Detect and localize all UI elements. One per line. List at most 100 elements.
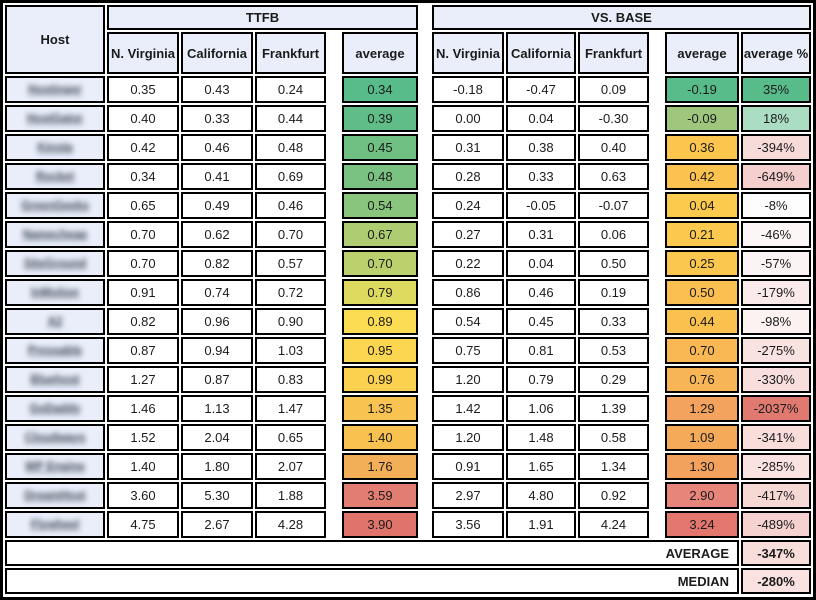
group-header-vsbase: VS. BASE [432, 5, 811, 30]
vsbase-cell: 0.79 [506, 366, 576, 393]
host-cell: Bluehost [5, 366, 105, 393]
vsbase-cell: 0.09 [578, 76, 649, 103]
ttfb-cell: 2.07 [255, 453, 326, 480]
host-link[interactable]: Cloudways [24, 431, 86, 444]
vsbase-percent-cell: -2037% [741, 395, 811, 422]
column-header-vsbase-frankfurt: Frankfurt [578, 32, 649, 74]
ttfb-average-cell: 3.59 [342, 482, 418, 509]
ttfb-cell: 1.13 [181, 395, 253, 422]
column-header-ttfb-california: California [181, 32, 253, 74]
host-link[interactable]: HostGator [26, 112, 84, 125]
host-link[interactable]: Bluehost [30, 373, 80, 386]
host-cell: Pressable [5, 337, 105, 364]
vsbase-average-cell: 0.04 [665, 192, 739, 219]
vsbase-cell: 0.38 [506, 134, 576, 161]
ttfb-cell: 0.90 [255, 308, 326, 335]
vsbase-cell: 0.00 [432, 105, 504, 132]
vsbase-cell: 0.31 [432, 134, 504, 161]
vsbase-cell: 2.97 [432, 482, 504, 509]
ttfb-cell: 0.65 [255, 424, 326, 451]
vsbase-average-cell: 0.36 [665, 134, 739, 161]
column-header-vsbase-average: average [665, 32, 739, 74]
host-cell: Flywheel [5, 511, 105, 538]
host-cell: GreenGeeks [5, 192, 105, 219]
vsbase-cell: 0.29 [578, 366, 649, 393]
ttfb-cell: 0.57 [255, 250, 326, 277]
ttfb-average-cell: 3.90 [342, 511, 418, 538]
vsbase-cell: 0.91 [432, 453, 504, 480]
vsbase-cell: -0.07 [578, 192, 649, 219]
host-link[interactable]: DreamHost [24, 489, 86, 502]
host-link[interactable]: WP Engine [25, 460, 85, 473]
group-header-ttfb: TTFB [107, 5, 418, 30]
ttfb-average-cell: 0.99 [342, 366, 418, 393]
ttfb-cell: 0.46 [181, 134, 253, 161]
vsbase-cell: 1.39 [578, 395, 649, 422]
ttfb-cell: 0.94 [181, 337, 253, 364]
vsbase-cell: 0.58 [578, 424, 649, 451]
vsbase-percent-cell: -285% [741, 453, 811, 480]
vsbase-cell: 1.20 [432, 366, 504, 393]
ttfb-cell: 0.62 [181, 221, 253, 248]
ttfb-cell: 0.40 [107, 105, 179, 132]
host-link[interactable]: Flywheel [30, 518, 80, 531]
ttfb-cell: 5.30 [181, 482, 253, 509]
host-link[interactable]: SiteGround [23, 257, 87, 270]
vsbase-cell: 0.33 [578, 308, 649, 335]
vsbase-percent-cell: -275% [741, 337, 811, 364]
host-cell: Namecheap [5, 221, 105, 248]
ttfb-cell: 0.42 [107, 134, 179, 161]
host-link[interactable]: Namecheap [22, 228, 88, 241]
vsbase-cell: 1.42 [432, 395, 504, 422]
table-grid: Host TTFB VS. BASE N. Virginia Californi… [5, 5, 811, 595]
host-link[interactable]: GoDaddy [29, 402, 81, 415]
vsbase-cell: 4.24 [578, 511, 649, 538]
host-link[interactable]: Pressable [27, 344, 83, 357]
host-cell: DreamHost [5, 482, 105, 509]
vsbase-average-cell: 0.70 [665, 337, 739, 364]
ttfb-cell: 0.91 [107, 279, 179, 306]
ttfb-cell: 1.47 [255, 395, 326, 422]
ttfb-cell: 0.69 [255, 163, 326, 190]
column-header-vsbase-california: California [506, 32, 576, 74]
vsbase-average-cell: -0.19 [665, 76, 739, 103]
vsbase-cell: 1.48 [506, 424, 576, 451]
host-link[interactable]: Rocket [35, 170, 75, 183]
ttfb-cell: 0.33 [181, 105, 253, 132]
column-header-ttfb-frankfurt: Frankfurt [255, 32, 326, 74]
ttfb-average-cell: 0.70 [342, 250, 418, 277]
vsbase-cell: 0.33 [506, 163, 576, 190]
median-percent-value: -280% [741, 568, 811, 594]
ttfb-cell: 1.80 [181, 453, 253, 480]
host-cell: A2 [5, 308, 105, 335]
ttfb-average-cell: 0.79 [342, 279, 418, 306]
vsbase-cell: 0.81 [506, 337, 576, 364]
vsbase-cell: 0.24 [432, 192, 504, 219]
ttfb-average-cell: 1.76 [342, 453, 418, 480]
vsbase-cell: 0.92 [578, 482, 649, 509]
ttfb-average-cell: 0.48 [342, 163, 418, 190]
vsbase-cell: -0.30 [578, 105, 649, 132]
vsbase-average-cell: 3.24 [665, 511, 739, 538]
vsbase-cell: 0.40 [578, 134, 649, 161]
average-percent-value: -347% [741, 540, 811, 566]
column-header-vsbase-nvirginia: N. Virginia [432, 32, 504, 74]
vsbase-cell: 0.63 [578, 163, 649, 190]
ttfb-cell: 0.82 [181, 250, 253, 277]
host-link[interactable]: Kinsta [37, 141, 73, 154]
vsbase-cell: 0.28 [432, 163, 504, 190]
vsbase-percent-cell: -341% [741, 424, 811, 451]
vsbase-average-cell: 0.25 [665, 250, 739, 277]
host-link[interactable]: GreenGeeks [21, 199, 89, 212]
host-link[interactable]: A2 [47, 315, 63, 328]
host-link[interactable]: Hostinger [28, 83, 82, 96]
vsbase-percent-cell: -179% [741, 279, 811, 306]
ttfb-cell: 2.04 [181, 424, 253, 451]
ttfb-cell: 0.74 [181, 279, 253, 306]
vsbase-percent-cell: -649% [741, 163, 811, 190]
host-link[interactable]: InMotion [31, 286, 79, 299]
vsbase-cell: 3.56 [432, 511, 504, 538]
host-cell: InMotion [5, 279, 105, 306]
ttfb-average-cell: 0.34 [342, 76, 418, 103]
ttfb-cell: 0.83 [255, 366, 326, 393]
